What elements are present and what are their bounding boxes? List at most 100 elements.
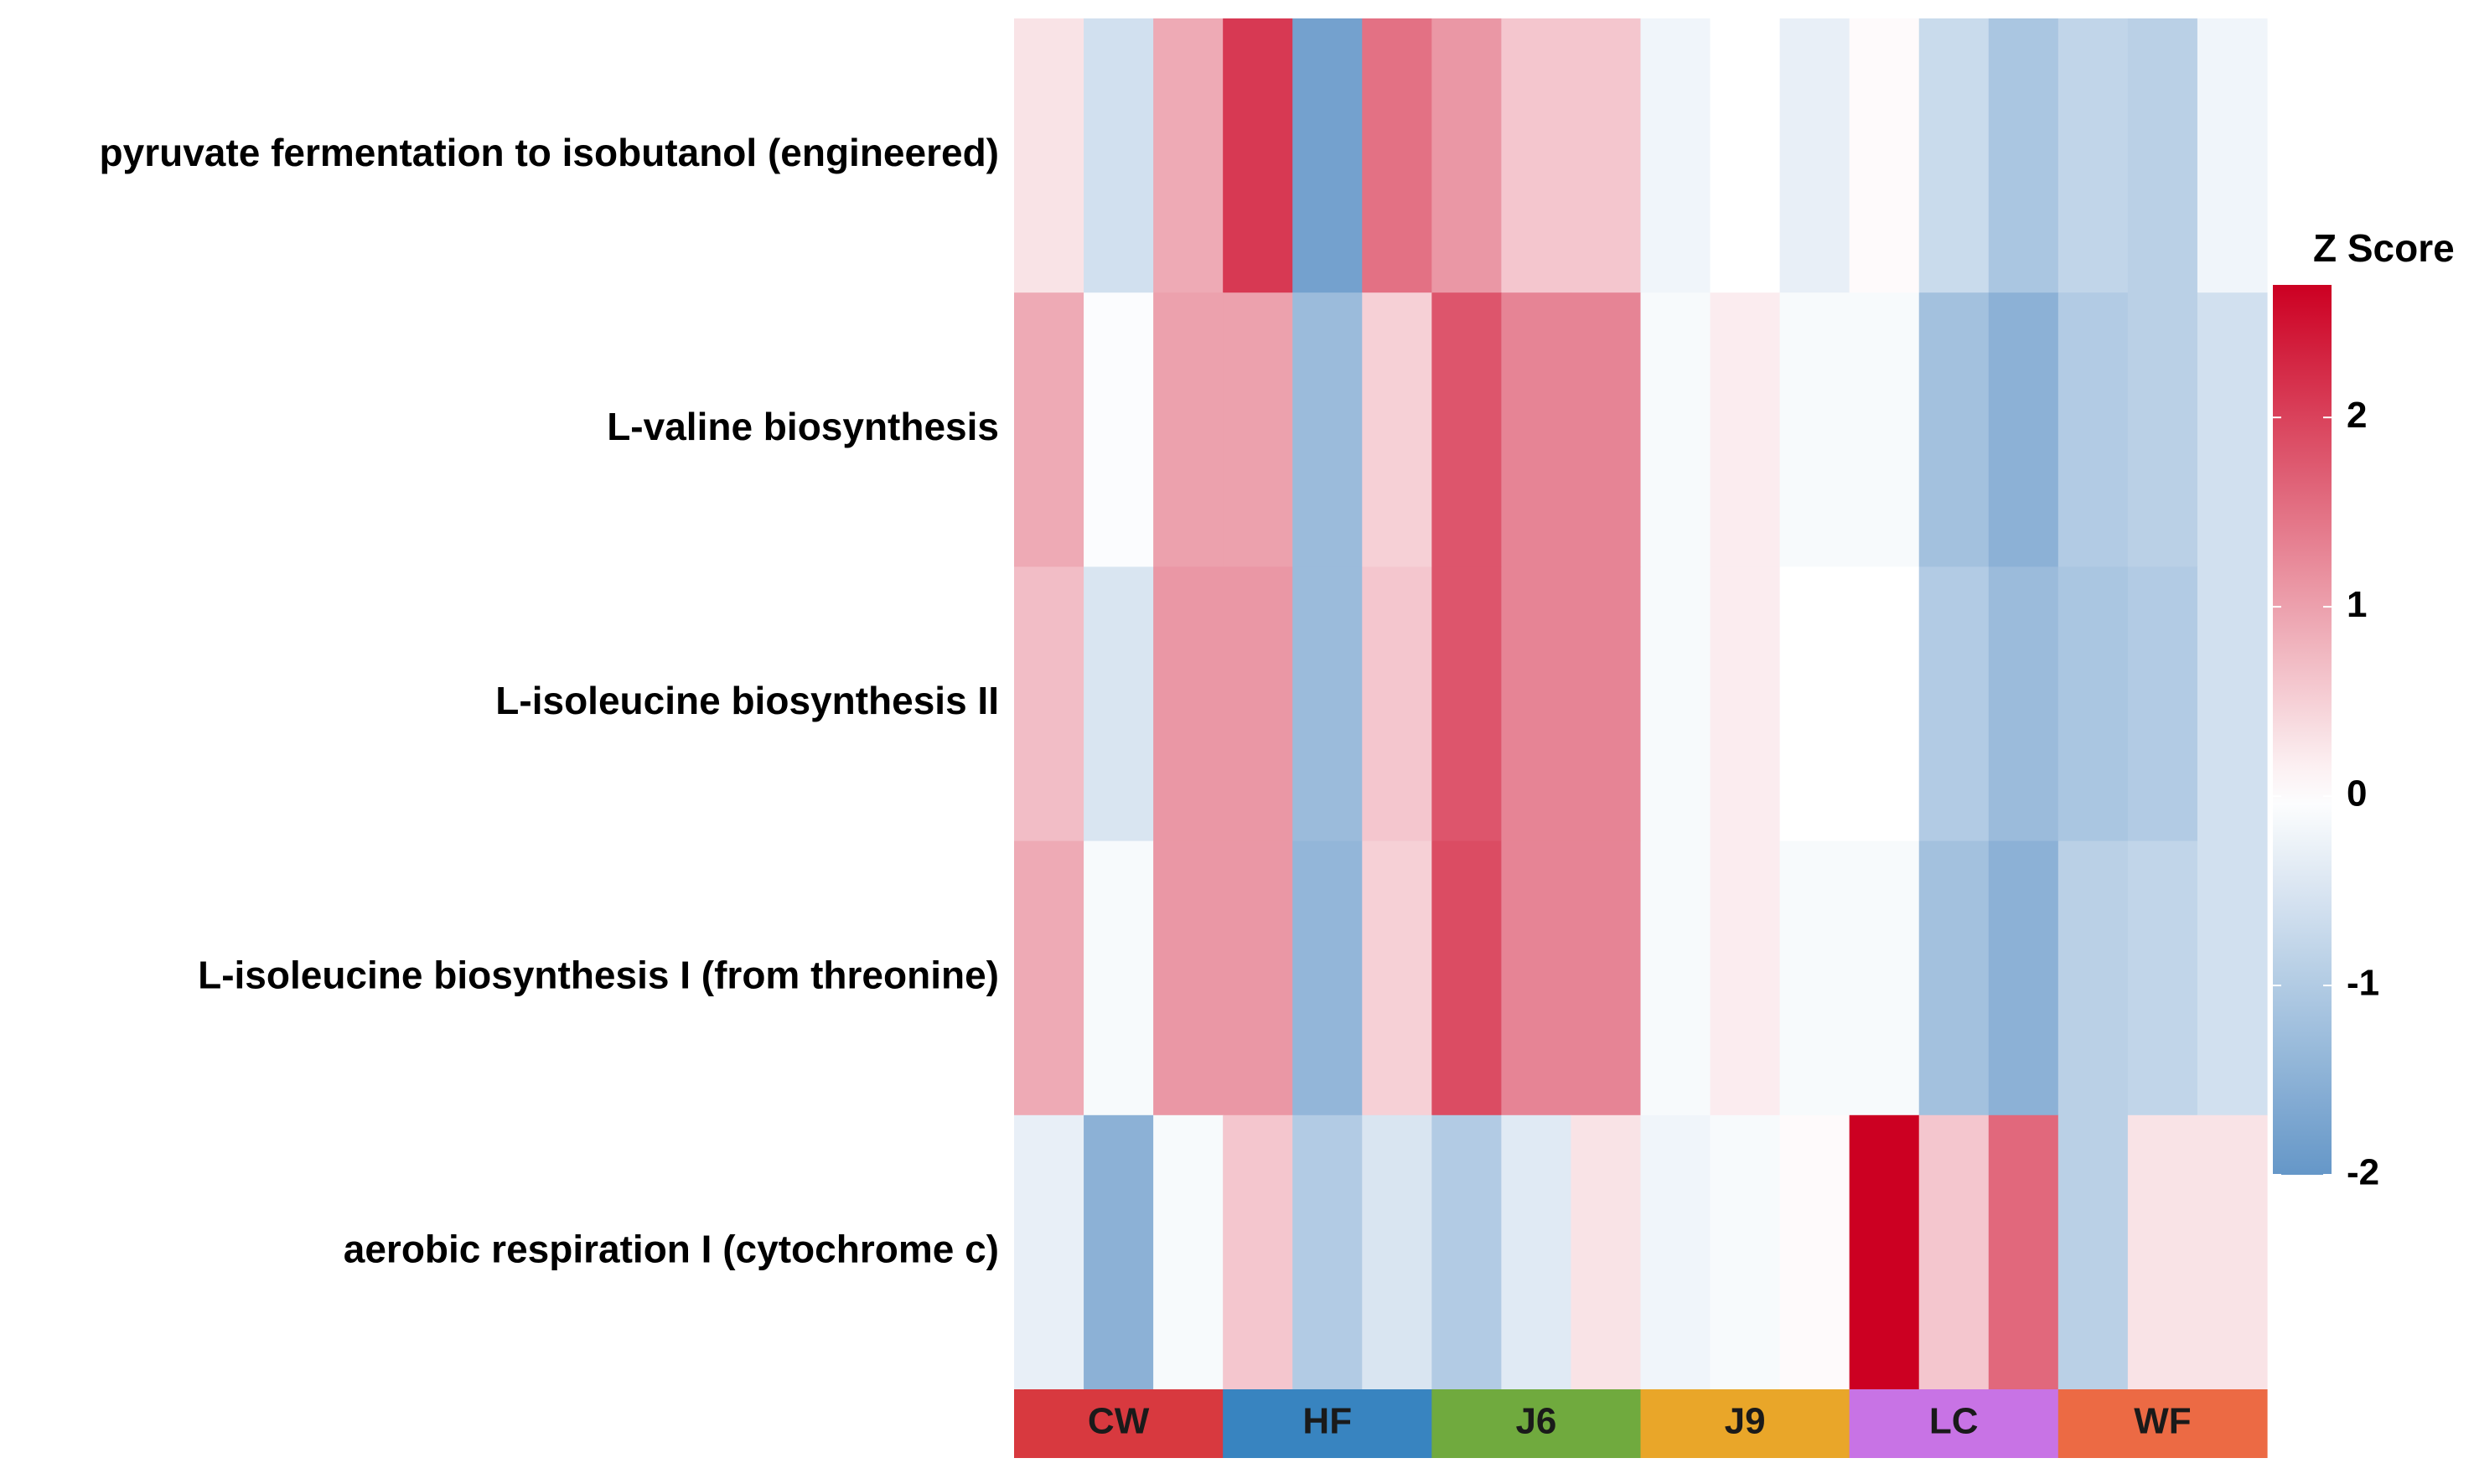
heatmap-cell bbox=[2127, 566, 2198, 842]
heatmap-cell bbox=[1571, 1114, 1642, 1390]
color-legend: Z Score 2 1 0 -1 -2 bbox=[2273, 226, 2455, 1193]
heatmap-cell bbox=[2197, 18, 2268, 293]
heatmap-cell bbox=[1362, 292, 1432, 567]
heatmap-cell bbox=[1362, 840, 1432, 1116]
heatmap-cell bbox=[1988, 292, 2059, 567]
heatmap-cell bbox=[1571, 18, 1642, 293]
heatmap-cell bbox=[1084, 840, 1154, 1116]
group-color-block bbox=[1640, 1389, 1850, 1458]
row-label: L-isoleucine biosynthesis II bbox=[495, 679, 999, 722]
heatmap-cell bbox=[1362, 18, 1432, 293]
heatmap-cell bbox=[1431, 566, 1502, 842]
heatmap-cell bbox=[1918, 18, 1990, 293]
row-label: L-valine biosynthesis bbox=[607, 405, 999, 448]
heatmap-cell bbox=[1571, 840, 1642, 1116]
heatmap-cell bbox=[1571, 566, 1642, 842]
legend-tick-label: -2 bbox=[2347, 1152, 2379, 1193]
heatmap-cell bbox=[1918, 1114, 1990, 1390]
heatmap-cell bbox=[1431, 1114, 1502, 1390]
heatmap-cell bbox=[1223, 566, 1293, 842]
heatmap-cell bbox=[1223, 292, 1293, 567]
heatmap-cell bbox=[1431, 840, 1502, 1116]
heatmap-cells bbox=[1014, 18, 2268, 1390]
heatmap-cell bbox=[1501, 840, 1572, 1116]
heatmap-cell bbox=[1223, 1114, 1293, 1390]
group-color-block bbox=[1431, 1389, 1642, 1458]
group-color-block bbox=[2057, 1389, 2268, 1458]
heatmap-cell bbox=[2197, 1114, 2268, 1390]
heatmap-cell bbox=[1779, 18, 1850, 293]
heatmap-cell bbox=[1849, 18, 1920, 293]
heatmap-cell bbox=[2127, 292, 2198, 567]
heatmap-cell bbox=[2197, 566, 2268, 842]
heatmap-cell bbox=[1640, 1114, 1711, 1390]
heatmap-cell bbox=[1223, 840, 1293, 1116]
legend-color-bar bbox=[2273, 285, 2332, 1175]
heatmap-cell bbox=[2197, 840, 2268, 1116]
heatmap-cell bbox=[1849, 566, 1920, 842]
heatmap-cell bbox=[1153, 1114, 1224, 1390]
heatmap-cell bbox=[1153, 18, 1224, 293]
heatmap-cell bbox=[2197, 292, 2268, 567]
row-labels: pyruvate fermentation to isobutanol (eng… bbox=[100, 131, 999, 1271]
heatmap-cell bbox=[1640, 840, 1711, 1116]
heatmap-cell bbox=[1779, 566, 1850, 842]
group-color-block bbox=[1014, 1389, 1224, 1458]
heatmap-cell bbox=[1571, 292, 1642, 567]
group-label: LC bbox=[1929, 1401, 1979, 1442]
heatmap-cell bbox=[2127, 840, 2198, 1116]
heatmap-cell bbox=[1710, 292, 1781, 567]
heatmap-cell bbox=[1362, 1114, 1432, 1390]
heatmap-cell bbox=[1153, 840, 1224, 1116]
heatmap-cell bbox=[1918, 566, 1990, 842]
heatmap-cell bbox=[1988, 840, 2059, 1116]
heatmap-cell bbox=[1014, 18, 1084, 293]
heatmap-cell bbox=[1988, 1114, 2059, 1390]
heatmap-cell bbox=[1849, 1114, 1920, 1390]
heatmap-cell bbox=[1223, 18, 1293, 293]
legend-tick-label: 2 bbox=[2347, 395, 2367, 436]
group-annotation-bar: CW HF J6 J9 LC WF bbox=[1014, 1389, 2268, 1458]
heatmap-cell bbox=[1431, 292, 1502, 567]
row-label: pyruvate fermentation to isobutanol (eng… bbox=[100, 131, 999, 174]
heatmap-cell bbox=[1084, 18, 1154, 293]
heatmap-cell bbox=[1292, 566, 1363, 842]
legend-tick-label: -1 bbox=[2347, 963, 2379, 1004]
heatmap-cell bbox=[1084, 1114, 1154, 1390]
heatmap-cell bbox=[1779, 840, 1850, 1116]
heatmap-cell bbox=[1292, 18, 1363, 293]
heatmap-cell bbox=[1640, 292, 1711, 567]
heatmap-cell bbox=[1153, 566, 1224, 842]
heatmap-cell bbox=[2057, 566, 2129, 842]
heatmap-cell bbox=[1292, 840, 1363, 1116]
heatmap-cell bbox=[1918, 292, 1990, 567]
heatmap-cell bbox=[1014, 292, 1084, 567]
heatmap-cell bbox=[1014, 840, 1084, 1116]
group-color-block bbox=[1849, 1389, 2059, 1458]
heatmap-cell bbox=[1849, 840, 1920, 1116]
heatmap-cell bbox=[1988, 566, 2059, 842]
heatmap-cell bbox=[1501, 566, 1572, 842]
heatmap-cell bbox=[1640, 18, 1711, 293]
group-label: CW bbox=[1088, 1401, 1150, 1442]
heatmap-cell bbox=[2057, 840, 2129, 1116]
group-label: J6 bbox=[1515, 1401, 1556, 1442]
heatmap-cell bbox=[1710, 1114, 1781, 1390]
heatmap-cell bbox=[1710, 840, 1781, 1116]
heatmap-cell bbox=[1362, 566, 1432, 842]
legend-ticks: 2 1 0 -1 -2 bbox=[2273, 395, 2379, 1193]
group-label: HF bbox=[1302, 1401, 1352, 1442]
heatmap-cell bbox=[1084, 566, 1154, 842]
group-color-block bbox=[1223, 1389, 1432, 1458]
legend-tick-label: 1 bbox=[2347, 584, 2367, 625]
row-label: aerobic respiration I (cytochrome c) bbox=[344, 1228, 999, 1271]
group-label: J9 bbox=[1725, 1401, 1766, 1442]
heatmap-cell bbox=[1292, 292, 1363, 567]
heatmap-cell bbox=[2057, 18, 2129, 293]
heatmap-cell bbox=[1084, 292, 1154, 567]
heatmap-cell bbox=[1431, 18, 1502, 293]
heatmap-cell bbox=[2127, 1114, 2198, 1390]
heatmap-cell bbox=[1710, 18, 1781, 293]
heatmap-cell bbox=[1640, 566, 1711, 842]
